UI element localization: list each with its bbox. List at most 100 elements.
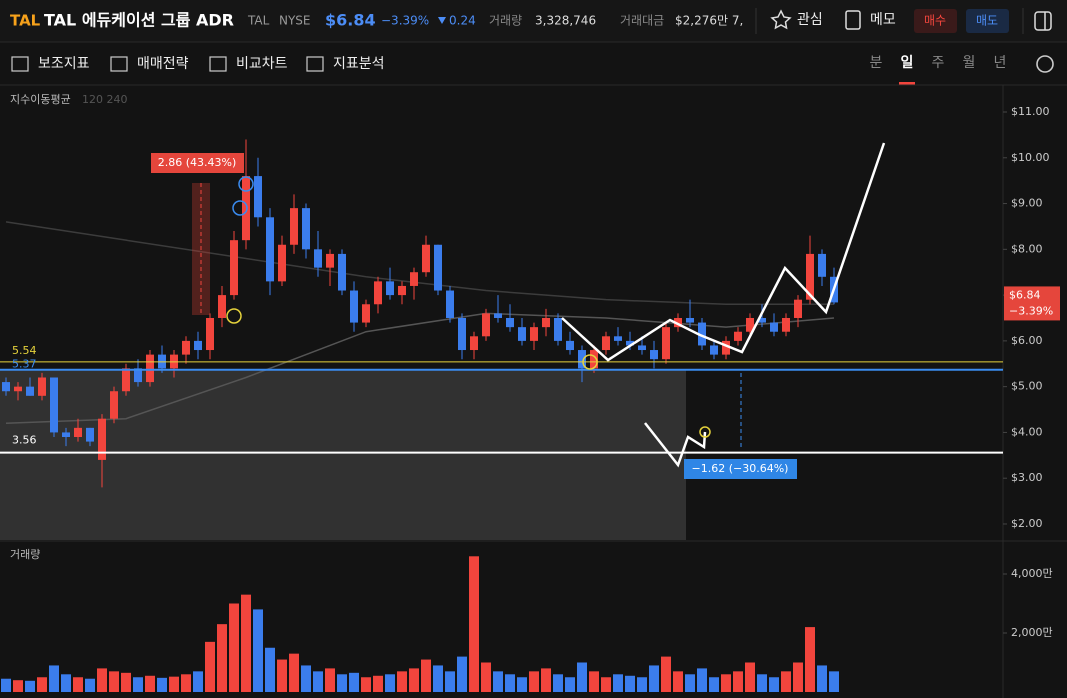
- tool-icon[interactable]: [11, 56, 29, 72]
- volume-bar: [25, 680, 35, 692]
- candle-body: [134, 368, 142, 383]
- stock-name: TAL 에듀케이션 그룹 ADR: [44, 11, 234, 30]
- volume-bar: [205, 641, 215, 692]
- level-label: 5.54: [12, 344, 37, 357]
- tool-button[interactable]: 지표분석: [333, 56, 385, 72]
- trend-drawing: [644, 422, 707, 468]
- candle-body: [686, 317, 694, 323]
- watch-button[interactable]: 관심: [797, 12, 823, 28]
- volume-bar: [493, 671, 503, 692]
- volume-bar: [301, 665, 311, 692]
- volume-bar: [145, 675, 155, 692]
- y-tick-label: $10.00: [1011, 151, 1050, 164]
- memo-button[interactable]: 메모: [870, 12, 896, 28]
- candle-body: [458, 317, 466, 351]
- period-tab[interactable]: 월: [963, 55, 976, 71]
- price-tag-bg: [1004, 286, 1060, 321]
- candle-body: [302, 208, 310, 250]
- star-icon[interactable]: [770, 9, 792, 30]
- candle-body: [230, 240, 238, 296]
- settings-icon[interactable]: [1036, 55, 1054, 73]
- volume-bar: [805, 627, 815, 692]
- volume-bar: [553, 674, 563, 692]
- candle-body: [146, 354, 154, 383]
- period-tab[interactable]: 분: [870, 55, 883, 71]
- measure-label: −1.62 (−30.64%): [692, 462, 789, 475]
- tool-button[interactable]: 보조지표: [38, 56, 90, 72]
- volume-label: 거래량: [489, 14, 522, 28]
- change: 0.24: [449, 14, 476, 28]
- candle-body: [650, 350, 658, 360]
- memo-icon[interactable]: [845, 10, 861, 30]
- volume-bar: [517, 677, 527, 692]
- volume-bar: [217, 624, 227, 692]
- candle-body: [578, 350, 586, 369]
- buy-button-bg[interactable]: [914, 9, 957, 33]
- volume-bar: [409, 668, 419, 692]
- volume-bar: [577, 662, 587, 692]
- vol-tick-label: 2,000만: [1011, 626, 1053, 639]
- candle-body: [422, 244, 430, 273]
- tool-button[interactable]: 비교차트: [236, 56, 288, 72]
- candle-body: [734, 331, 742, 341]
- volume-bar: [745, 662, 755, 692]
- volume-bar: [49, 665, 59, 692]
- period-tab[interactable]: 주: [932, 55, 945, 71]
- candle-body: [674, 317, 682, 328]
- candle-body: [266, 217, 274, 282]
- panel-toggle[interactable]: [1034, 11, 1052, 31]
- marker-circle: [226, 308, 242, 324]
- volume-bar: [565, 677, 575, 692]
- volume-bar: [649, 665, 659, 692]
- candle-body: [326, 253, 334, 268]
- trend-drawing: [561, 142, 886, 362]
- price-pane: [0, 139, 838, 540]
- candle-body: [470, 336, 478, 351]
- candle-body: [62, 432, 70, 438]
- tool-icon[interactable]: [110, 56, 128, 72]
- candle-body: [362, 304, 370, 323]
- tool-button[interactable]: 매매전략: [137, 56, 189, 72]
- volume-bar: [817, 665, 827, 692]
- period-tab[interactable]: 년: [994, 55, 1007, 71]
- sell-button-bg[interactable]: [966, 9, 1009, 33]
- volume-bar: [469, 556, 479, 692]
- candle-body: [14, 386, 22, 392]
- candle-body: [410, 272, 418, 286]
- logo: TAL: [10, 12, 41, 30]
- candle-body: [782, 317, 790, 332]
- level-label: 5.37: [12, 358, 37, 371]
- toolbar: 보조지표 매매전략 비교차트 지표분석 분 일 주 월 년: [11, 55, 1007, 85]
- candle-body: [746, 317, 754, 332]
- candle-body: [98, 418, 106, 460]
- ema-line: [5, 221, 834, 306]
- ticker: TAL: [247, 14, 270, 28]
- tool-icon[interactable]: [306, 56, 324, 72]
- y-tick-label: $6.00: [1011, 334, 1043, 347]
- volume-bar: [169, 676, 179, 692]
- volume-bar: [121, 672, 131, 692]
- indicator-params: 120 240: [82, 93, 128, 106]
- candle-body: [722, 340, 730, 355]
- down-arrow: [438, 17, 446, 24]
- y-tick-label: $9.00: [1011, 197, 1043, 210]
- price: $6.84: [325, 11, 376, 30]
- candle-body: [590, 350, 598, 369]
- buy-button[interactable]: 매수: [924, 14, 946, 28]
- sell-button[interactable]: 매도: [976, 14, 998, 28]
- volume-bar: [673, 671, 683, 692]
- candle-body: [506, 317, 514, 328]
- measure-label-bg: [684, 459, 797, 479]
- candle-body: [806, 253, 814, 300]
- candle-body: [434, 244, 442, 291]
- level-label: 3.56: [12, 434, 37, 447]
- period-tab[interactable]: 일: [901, 55, 914, 71]
- volume-bar: [325, 668, 335, 692]
- candle-body: [530, 327, 538, 341]
- candle-body: [542, 317, 550, 328]
- y-tick-label: $5.00: [1011, 380, 1043, 393]
- volume-bar: [481, 662, 491, 692]
- tool-icon[interactable]: [209, 56, 227, 72]
- measure-label-bg: [151, 153, 244, 173]
